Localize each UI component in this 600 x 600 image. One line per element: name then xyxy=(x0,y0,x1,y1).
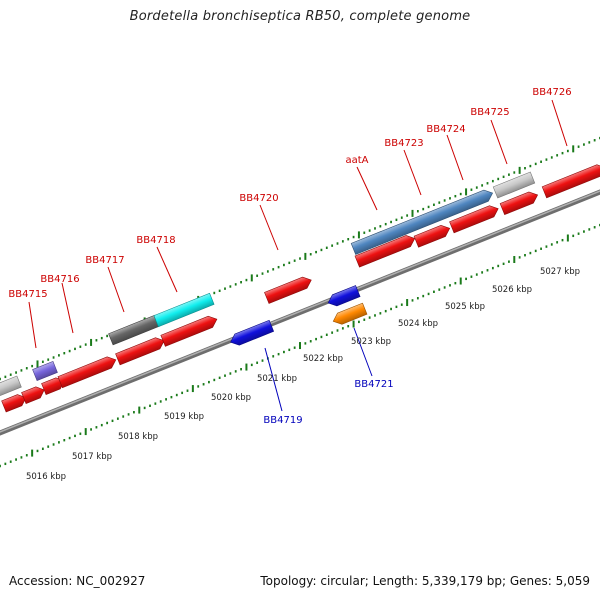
gene-bb4716 xyxy=(32,360,58,382)
scale-label: 5024 kbp xyxy=(398,319,438,329)
gene-label: aatA xyxy=(345,155,368,166)
scale-label: 5019 kbp xyxy=(164,412,204,422)
forward-gene xyxy=(449,205,499,234)
scale-label: 5022 kbp xyxy=(303,354,343,364)
gene-label-leaders xyxy=(28,99,568,412)
leader-line xyxy=(259,204,279,251)
leader-line xyxy=(107,266,125,313)
gene-label: BB4724 xyxy=(426,124,465,135)
leader-line xyxy=(61,282,74,334)
gene-label: BB4725 xyxy=(470,107,509,118)
scale-label: 5027 kbp xyxy=(540,267,580,277)
gene-reverse xyxy=(327,285,361,307)
scale-label: 5017 kbp xyxy=(72,452,112,462)
gene-label: BB4718 xyxy=(136,235,175,246)
gene-labels: BB4715 BB4716 BB4717 BB4718 BB4720 aatA BB4723… xyxy=(8,87,571,426)
gene-grey xyxy=(0,375,22,397)
leader-line xyxy=(264,347,283,412)
gene-bb4725 xyxy=(492,171,536,199)
leader-line xyxy=(353,327,373,377)
leader-line xyxy=(356,166,378,211)
forward-gene xyxy=(1,394,27,413)
gene-label: BB4715 xyxy=(8,289,47,300)
scale-labels: 5016 kbp 5017 kbp 5018 kbp 5019 kbp 5020 kbp… xyxy=(26,267,580,482)
scale-label: 5025 kbp xyxy=(445,302,485,312)
forward-gene xyxy=(413,225,451,248)
scale-label: 5018 kbp xyxy=(118,432,158,442)
scale-label: 5020 kbp xyxy=(211,393,251,403)
scale-label: 5021 kbp xyxy=(257,374,297,384)
forward-gene xyxy=(354,235,416,268)
genome-backbone xyxy=(0,189,600,436)
scale-label: 5026 kbp xyxy=(492,285,532,295)
gene-bb4719 xyxy=(230,319,275,346)
gene-label: BB4723 xyxy=(384,138,423,149)
leader-line xyxy=(403,149,422,196)
gene-label: BB4717 xyxy=(85,255,124,266)
scale-label: 5016 kbp xyxy=(26,472,66,482)
leader-line xyxy=(28,301,37,349)
gene-bb4718 xyxy=(153,292,215,328)
forward-gene xyxy=(57,356,117,389)
leader-line xyxy=(446,134,464,181)
forward-gene xyxy=(541,164,600,199)
gene-label: BB4719 xyxy=(263,415,302,426)
forward-gene xyxy=(115,337,165,366)
forward-gene xyxy=(21,386,45,405)
gene-bb4721 xyxy=(332,302,368,325)
map-title: Bordetella bronchiseptica RB50, complete… xyxy=(129,9,471,24)
leader-line xyxy=(551,99,568,147)
forward-gene xyxy=(264,276,312,304)
leader-line xyxy=(490,119,508,165)
gene-aata xyxy=(350,189,494,255)
accession-text: Accession: NC_002927 xyxy=(9,574,146,588)
topology-text: Topology: circular; Length: 5,339,179 bp… xyxy=(260,574,590,588)
gene-features xyxy=(0,164,600,413)
gene-label: BB4720 xyxy=(239,193,278,204)
forward-gene xyxy=(160,315,218,347)
gene-label: BB4716 xyxy=(40,274,79,285)
forward-gene xyxy=(499,191,539,216)
leader-line xyxy=(156,246,178,293)
scale-label: 5023 kbp xyxy=(351,337,391,347)
gene-label: BB4721 xyxy=(354,379,393,390)
gene-label: BB4726 xyxy=(532,87,571,98)
